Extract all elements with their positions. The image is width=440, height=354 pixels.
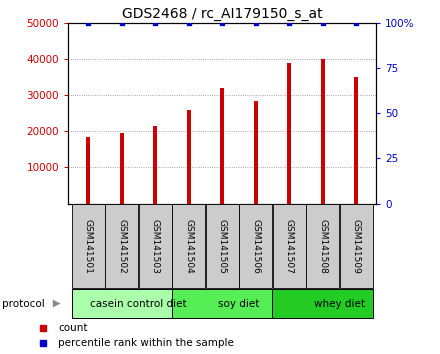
Bar [86,137,90,204]
Point [352,20,359,26]
Bar [153,126,157,204]
Bar [287,63,291,204]
Bar [254,101,258,204]
Bar [220,88,224,204]
Bar [321,59,325,204]
Text: GSM141509: GSM141509 [352,218,361,274]
Text: protocol: protocol [2,298,45,309]
Bar [187,110,191,204]
FancyBboxPatch shape [340,204,373,288]
Text: percentile rank within the sample: percentile rank within the sample [59,338,235,348]
Title: GDS2468 / rc_AI179150_s_at: GDS2468 / rc_AI179150_s_at [122,7,323,21]
Point [286,20,293,26]
FancyBboxPatch shape [72,289,172,318]
Text: whey diet: whey diet [314,298,365,309]
FancyBboxPatch shape [72,204,105,288]
FancyBboxPatch shape [239,204,272,288]
Text: GSM141505: GSM141505 [218,218,227,274]
FancyBboxPatch shape [105,204,138,288]
Point [118,20,125,26]
Text: count: count [59,323,88,333]
Point [152,20,159,26]
Text: GSM141506: GSM141506 [251,218,260,274]
Text: GSM141501: GSM141501 [84,218,93,274]
Point [185,20,192,26]
FancyBboxPatch shape [272,289,373,318]
Text: GSM141507: GSM141507 [285,218,293,274]
Text: soy diet: soy diet [218,298,260,309]
FancyBboxPatch shape [172,204,205,288]
Point [252,20,259,26]
Text: GSM141502: GSM141502 [117,219,126,273]
Text: GSM141503: GSM141503 [151,218,160,274]
Bar [354,77,358,204]
Text: GSM141508: GSM141508 [318,218,327,274]
Text: casein control diet: casein control diet [90,298,187,309]
FancyBboxPatch shape [273,204,305,288]
Bar [120,133,124,204]
Point [319,20,326,26]
Point [85,20,92,26]
FancyBboxPatch shape [172,289,272,318]
FancyBboxPatch shape [206,204,238,288]
Point [219,20,226,26]
FancyBboxPatch shape [139,204,172,288]
Text: GSM141504: GSM141504 [184,219,193,273]
FancyBboxPatch shape [306,204,339,288]
